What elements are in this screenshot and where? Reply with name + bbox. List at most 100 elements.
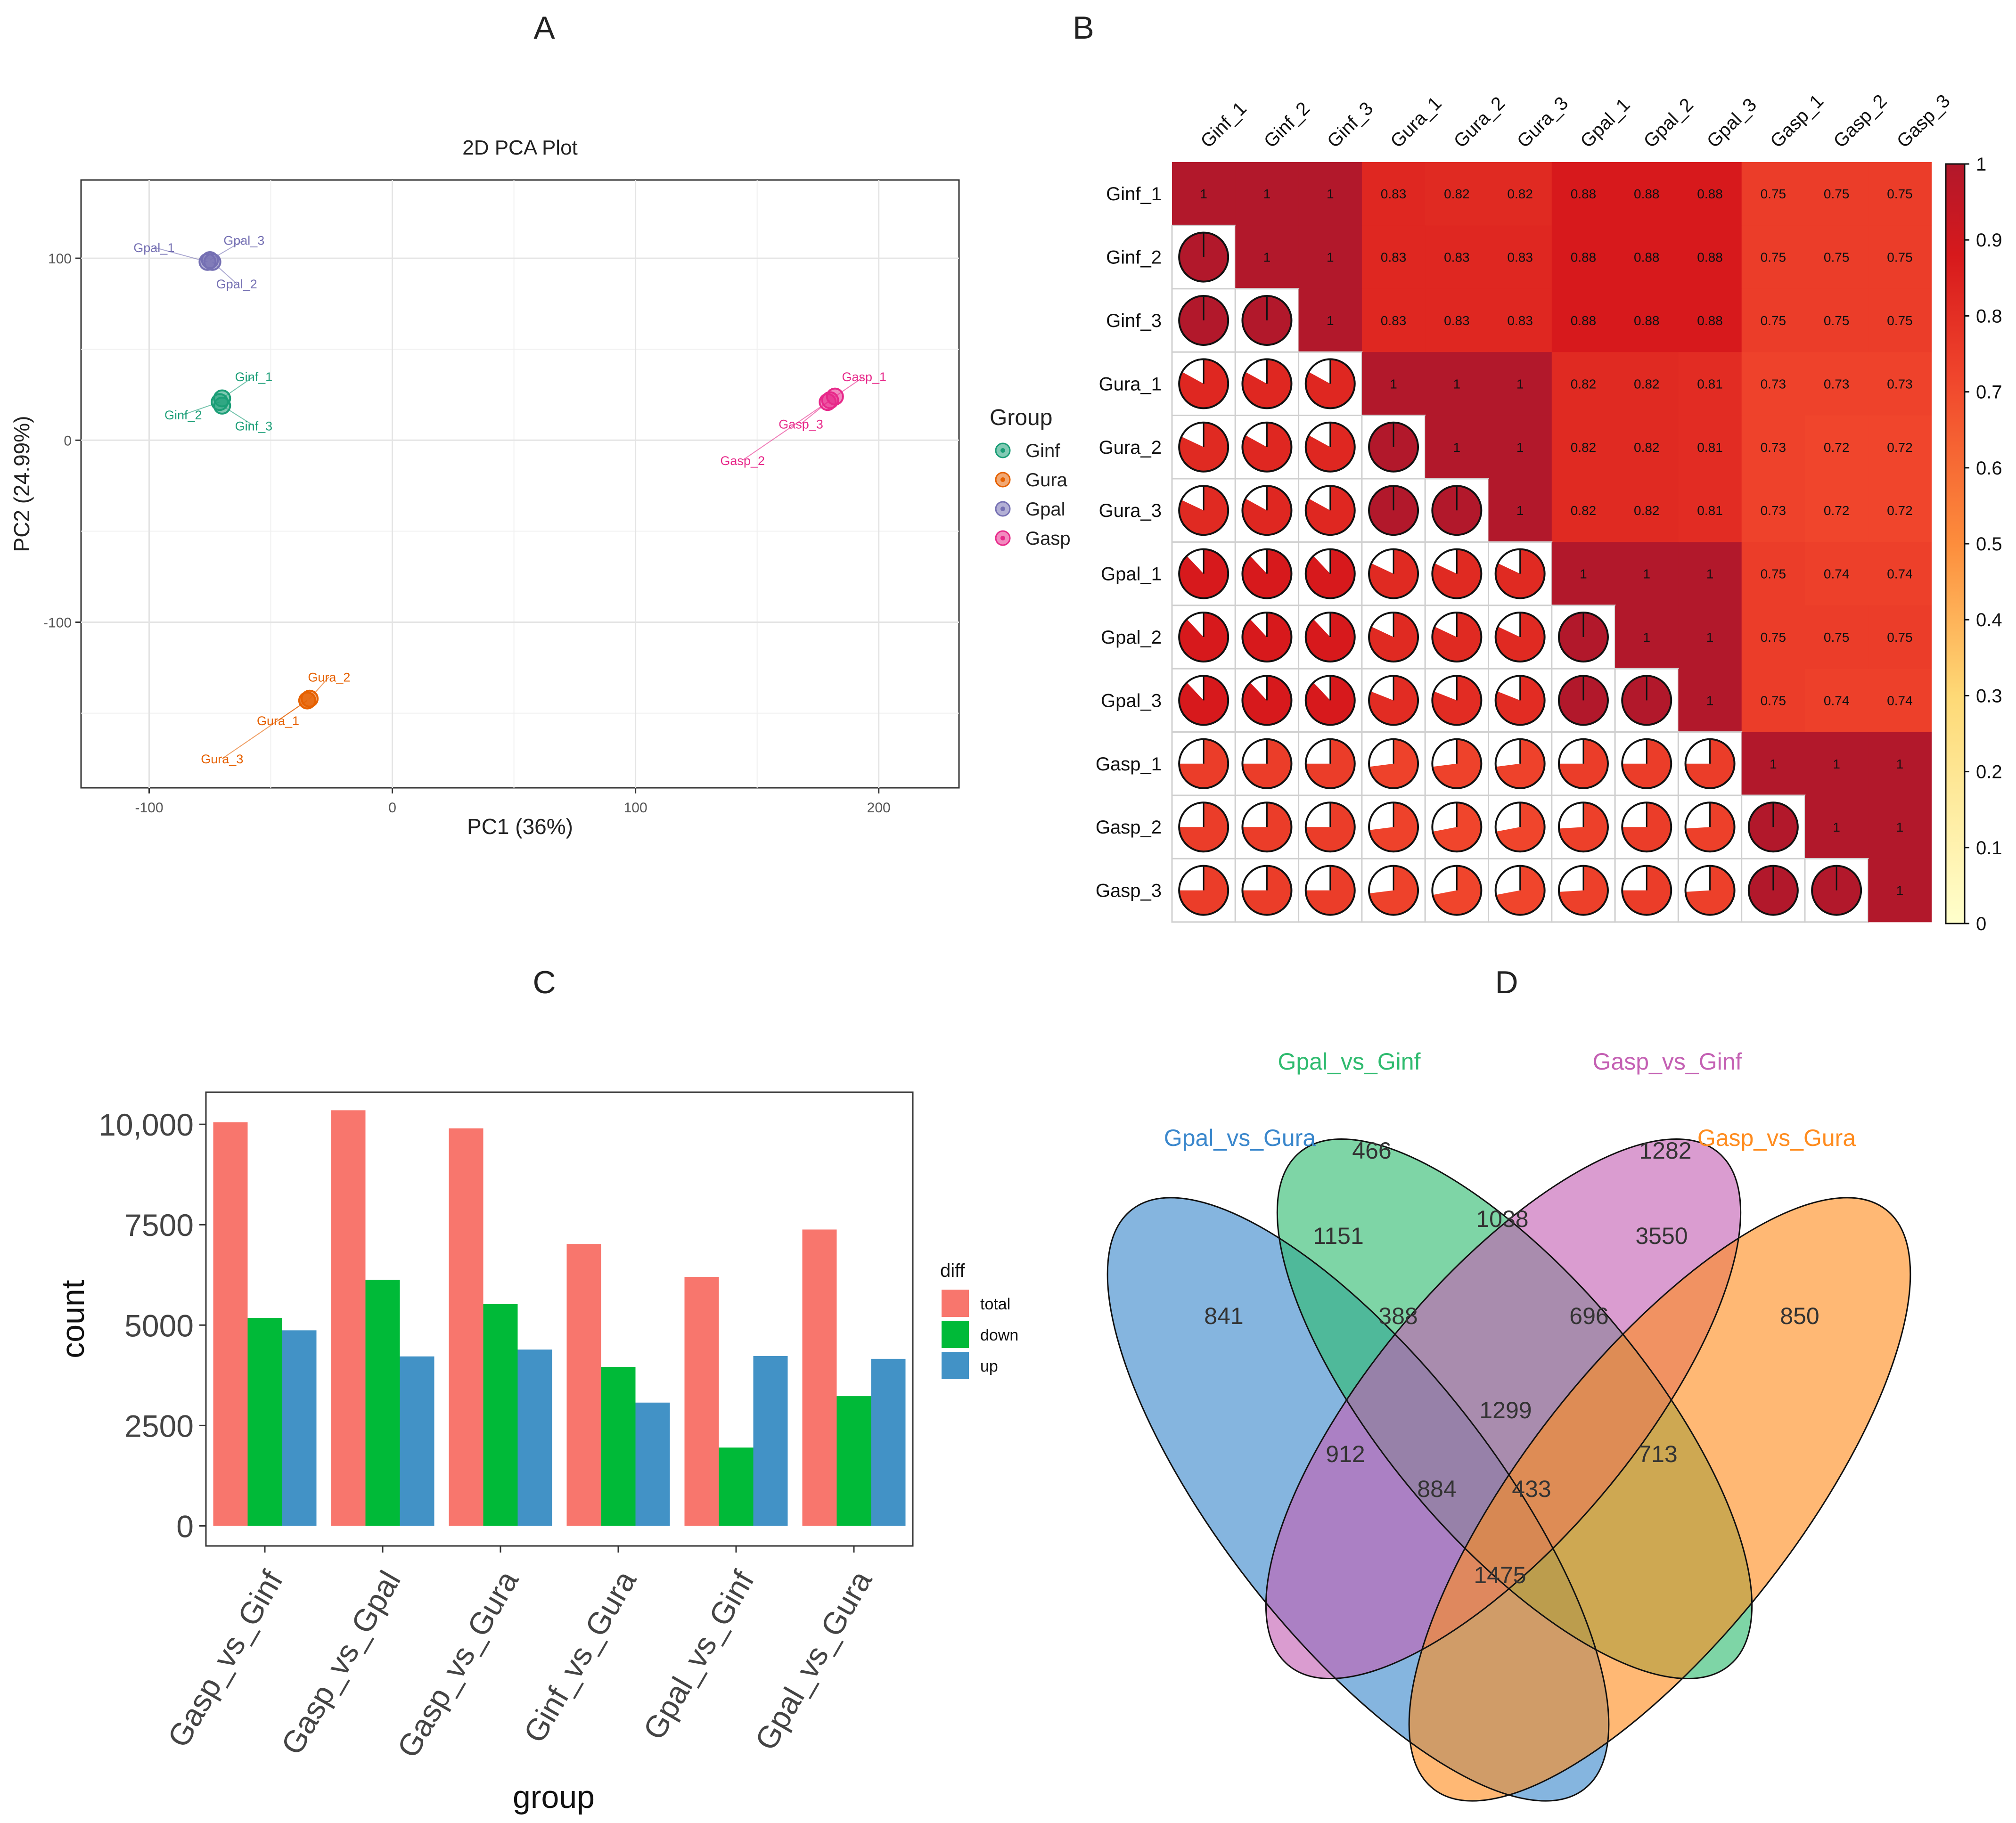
bar-xtick-label: Gasp_vs_Gpal bbox=[274, 1565, 407, 1760]
pca-label-leader bbox=[742, 401, 828, 461]
bar-xtick-label: Gasp_vs_Gura bbox=[390, 1565, 525, 1764]
venn-region-count: 884 bbox=[1417, 1476, 1456, 1502]
heatmap-cell bbox=[1235, 162, 1299, 226]
heatmap-cell bbox=[1615, 162, 1679, 226]
pca-legend-title: Group bbox=[990, 405, 1052, 430]
bar-ytick-label: 10,000 bbox=[98, 1107, 194, 1142]
heatmap-value: 1 bbox=[1643, 630, 1650, 645]
heatmap-value: 0.75 bbox=[1887, 313, 1913, 328]
heatmap-pie-slice bbox=[1242, 676, 1292, 725]
heatmap-value: 0.83 bbox=[1381, 187, 1407, 201]
heatmap-value: 0.88 bbox=[1697, 250, 1723, 265]
pca-panel: A 2D PCA Plot -100 0 100 200 -100 0 100 PC1 (36%)… bbox=[0, 0, 1071, 942]
heatmap-pie-outline bbox=[1304, 612, 1356, 662]
bar-ytick-label: 0 bbox=[176, 1509, 194, 1544]
heatmap-pie-outline bbox=[1368, 865, 1419, 916]
venn-set-outline bbox=[1106, 1197, 1610, 1802]
bar-up bbox=[517, 1349, 552, 1526]
heatmap-cell bbox=[1678, 225, 1742, 289]
heatmap-cell bbox=[1361, 225, 1426, 289]
heatmap-cell bbox=[1741, 542, 1805, 606]
heatmap-pie-outline bbox=[1241, 612, 1293, 662]
bar-total bbox=[684, 1277, 719, 1526]
heatmap-value: 0.75 bbox=[1761, 313, 1787, 328]
heatmap-pie-outline bbox=[1747, 865, 1799, 916]
heatmap-row-label: Ginf_2 bbox=[1106, 247, 1162, 268]
heatmap-cell bbox=[1298, 288, 1362, 352]
colorbar bbox=[1945, 163, 1966, 924]
heatmap-value: 0.72 bbox=[1887, 503, 1913, 518]
heatmap-value: 1 bbox=[1327, 250, 1334, 265]
colorbar-label: 0.1 bbox=[1976, 838, 2002, 858]
heatmap-cell bbox=[1805, 288, 1868, 352]
venn-region-count: 1475 bbox=[1474, 1562, 1526, 1588]
heatmap-value: 1 bbox=[1327, 187, 1334, 201]
heatmap-cell bbox=[1805, 225, 1868, 289]
venn-region-count: 850 bbox=[1780, 1303, 1819, 1329]
colorbar-label: 1 bbox=[1976, 154, 1986, 175]
heatmap-col-label: Ginf_3 bbox=[1323, 98, 1377, 152]
heatmap-row-label: Gasp_1 bbox=[1096, 754, 1162, 775]
heatmap-pie-slice bbox=[1179, 676, 1229, 725]
heatmap-cell bbox=[1615, 605, 1679, 669]
heatmap-value: 0.73 bbox=[1761, 503, 1787, 518]
heatmap-value: 1 bbox=[1896, 883, 1904, 898]
venn-set-label: Gpal_vs_Ginf bbox=[1278, 1048, 1421, 1075]
heatmap-pie-outline bbox=[1684, 738, 1736, 789]
heatmap-pie-outline bbox=[1621, 675, 1672, 726]
heatmap-pie-outline bbox=[1557, 801, 1609, 853]
heatmap-cell bbox=[1868, 795, 1932, 859]
venn-region-count: 912 bbox=[1326, 1441, 1365, 1467]
bar-ytick-label: 7500 bbox=[124, 1208, 194, 1243]
bar-total bbox=[213, 1122, 248, 1526]
heatmap-value: 0.74 bbox=[1887, 693, 1913, 708]
heatmap-cell bbox=[1361, 162, 1426, 226]
bar-plot-area bbox=[205, 1091, 914, 1547]
heatmap-pie-outline bbox=[1178, 612, 1229, 662]
heatmap-cell bbox=[1298, 225, 1362, 289]
heatmap-pie-outline bbox=[1241, 738, 1293, 789]
heatmap-pie-outline bbox=[1178, 548, 1229, 599]
heatmap-cell bbox=[1868, 605, 1932, 669]
heatmap-value: 0.88 bbox=[1571, 313, 1597, 328]
heatmap-value: 1 bbox=[1770, 757, 1777, 771]
heatmap-cell bbox=[1488, 479, 1552, 542]
venn-region-count: 466 bbox=[1352, 1137, 1391, 1164]
heatmap-cell bbox=[1678, 479, 1742, 542]
heatmap-pie-slice bbox=[1305, 866, 1355, 915]
heatmap-value: 0.74 bbox=[1824, 567, 1850, 581]
heatmap-pie-slice bbox=[1622, 739, 1672, 788]
heatmap-value: 0.75 bbox=[1761, 187, 1787, 201]
heatmap-cell bbox=[1868, 352, 1932, 416]
heatmap-value: 0.72 bbox=[1824, 503, 1850, 518]
heatmap-value: 0.88 bbox=[1697, 187, 1723, 201]
heatmap-pie-outline bbox=[1557, 865, 1609, 916]
heatmap-pie-outline bbox=[1241, 865, 1293, 916]
heatmap-value: 0.82 bbox=[1634, 376, 1660, 391]
heatmap-cell bbox=[1615, 415, 1679, 479]
heatmap-col-label: Gpal_3 bbox=[1703, 94, 1761, 152]
venn-set-ellipse bbox=[1266, 1139, 1741, 1679]
heatmap-value: 1 bbox=[1896, 820, 1904, 834]
heatmap-value: 1 bbox=[1453, 376, 1461, 391]
heatmap-pie-outline bbox=[1684, 865, 1736, 916]
heatmap-pie-slice bbox=[1433, 866, 1482, 915]
heatmap-value: 0.73 bbox=[1887, 376, 1913, 391]
bar-legend-swatch bbox=[942, 1290, 969, 1317]
venn-set-label: Gasp_vs_Ginf bbox=[1593, 1048, 1742, 1075]
heatmap-pie-outline bbox=[1241, 801, 1293, 853]
bar-xtick-label: Ginf_vs_Gura bbox=[516, 1565, 643, 1749]
pca-ytick-label: 100 bbox=[48, 251, 72, 267]
heatmap-pie-outline bbox=[1431, 738, 1483, 789]
pca-point-label: Ginf_1 bbox=[235, 370, 273, 384]
heatmap-value: 0.83 bbox=[1507, 313, 1533, 328]
heatmap-pie-slice bbox=[1558, 739, 1608, 788]
heatmap-value: 0.82 bbox=[1571, 376, 1597, 391]
heatmap-pie-slice bbox=[1179, 359, 1229, 409]
venn-region-count: 713 bbox=[1638, 1441, 1677, 1467]
bar-legend-title: diff bbox=[940, 1260, 966, 1281]
heatmap-col-label: Gura_2 bbox=[1450, 93, 1509, 152]
heatmap-pie-slice bbox=[1559, 866, 1608, 915]
pca-plot-area bbox=[80, 179, 960, 789]
bar-down bbox=[365, 1279, 400, 1526]
